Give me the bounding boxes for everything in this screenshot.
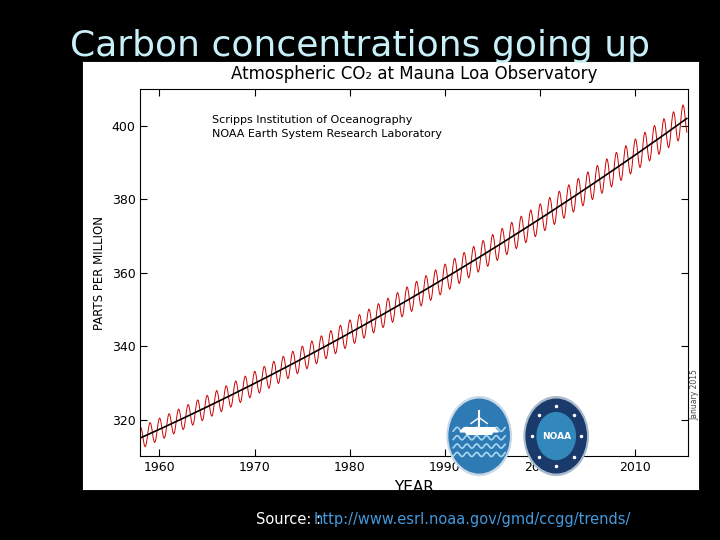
- Text: Source: :: Source: :: [256, 512, 325, 527]
- Text: January 2015: January 2015: [690, 369, 699, 420]
- Circle shape: [537, 413, 575, 460]
- Circle shape: [447, 397, 511, 475]
- Text: http://www.esrl.noaa.gov/gmd/ccgg/trends/: http://www.esrl.noaa.gov/gmd/ccgg/trends…: [313, 512, 631, 527]
- Text: Carbon concentrations going up: Carbon concentrations going up: [70, 29, 650, 63]
- Y-axis label: PARTS PER MILLION: PARTS PER MILLION: [93, 215, 106, 330]
- X-axis label: YEAR: YEAR: [394, 480, 434, 495]
- Title: Atmospheric CO₂ at Mauna Loa Observatory: Atmospheric CO₂ at Mauna Loa Observatory: [231, 65, 597, 83]
- Text: Scripps Institution of Oceanography
NOAA Earth System Research Laboratory: Scripps Institution of Oceanography NOAA…: [212, 115, 441, 139]
- Text: NOAA: NOAA: [541, 431, 571, 441]
- Circle shape: [526, 399, 586, 473]
- Circle shape: [449, 399, 509, 473]
- Circle shape: [524, 397, 588, 475]
- Polygon shape: [460, 428, 498, 434]
